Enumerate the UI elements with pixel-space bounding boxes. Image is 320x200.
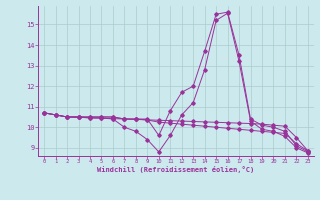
X-axis label: Windchill (Refroidissement éolien,°C): Windchill (Refroidissement éolien,°C) bbox=[97, 166, 255, 173]
